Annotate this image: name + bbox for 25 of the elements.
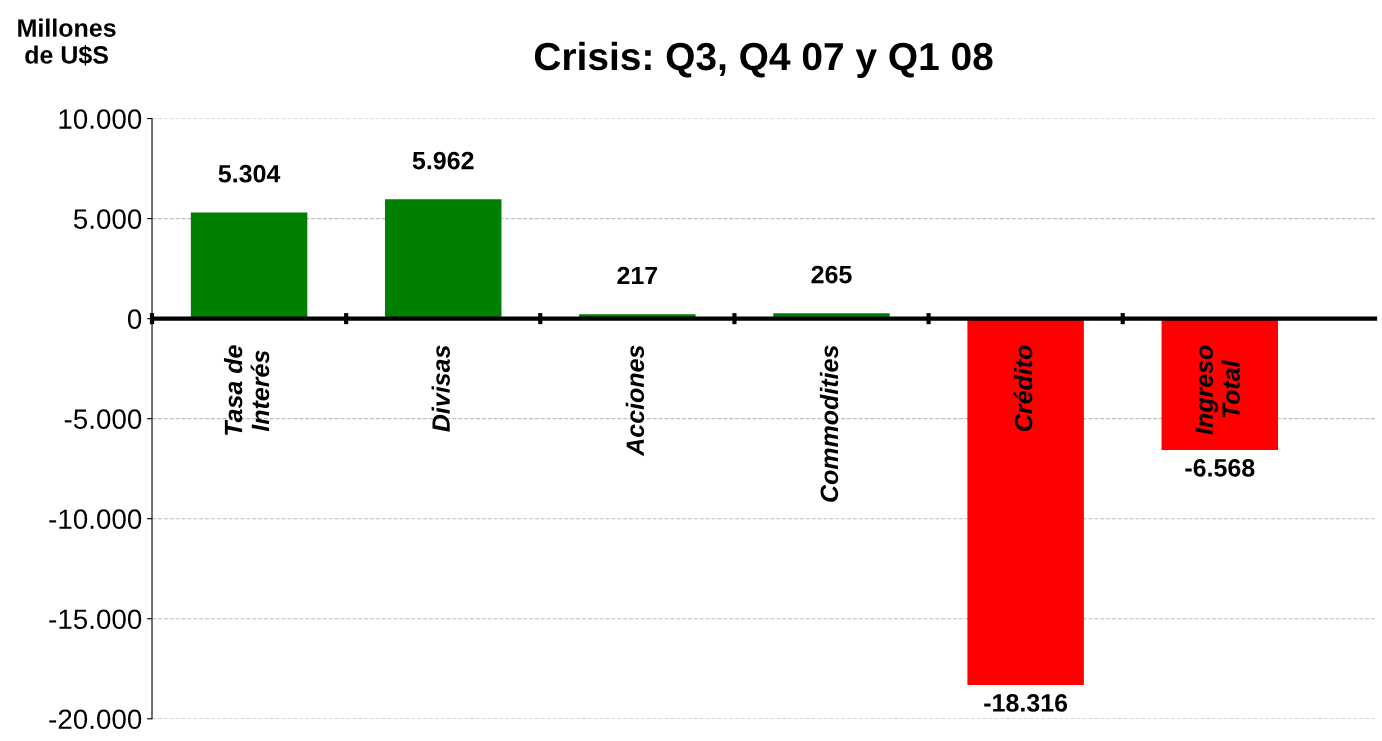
y-tick-label: -5.000 — [64, 409, 142, 429]
x-tick-label: Tasa de Interés — [223, 345, 270, 436]
data-label: 217 — [617, 266, 658, 285]
data-label: 5.304 — [218, 164, 281, 183]
bar — [1161, 318, 1279, 451]
x-tick-label: Acciones — [625, 345, 645, 457]
x-tick-label: Ingreso Total — [1195, 345, 1240, 435]
y-tick-label: -20.000 — [49, 709, 142, 730]
bar — [190, 212, 308, 319]
y-axis-title: Millones de U$S — [18, 18, 116, 66]
y-tick-label: -10.000 — [49, 509, 142, 530]
y-tick-label: 0 — [127, 309, 142, 329]
bar — [967, 318, 1084, 686]
data-label: -6.568 — [1185, 459, 1255, 477]
x-tick-label: Divisas — [431, 345, 450, 432]
data-label: -18.316 — [984, 694, 1068, 712]
bar — [384, 199, 502, 319]
data-label: 5.962 — [412, 151, 474, 170]
data-label: 265 — [811, 265, 852, 284]
y-tick-label: 5.000 — [73, 209, 142, 229]
x-tick-label: Commodities — [819, 345, 839, 502]
chart-title: Crisis: Q3, Q4 07 y Q1 08 — [534, 41, 993, 79]
y-tick-label: 10.000 — [59, 109, 142, 129]
y-tick-label: -15.000 — [49, 609, 142, 630]
x-tick-label: Crédito — [1013, 345, 1033, 431]
